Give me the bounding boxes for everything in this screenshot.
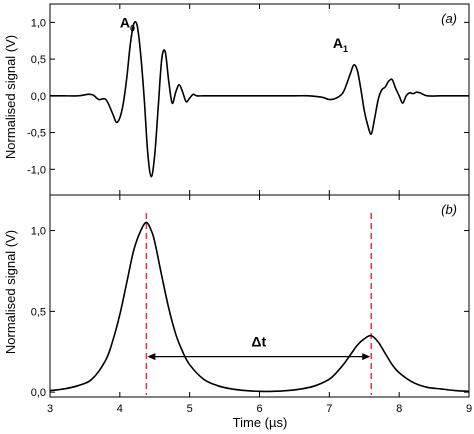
ylabel-a: Normalised signal (V) [3,35,18,159]
panel-a: 1,0 0,5 0,0 -0,5 -1,0 (a) A0 A1 [27,3,470,196]
peak-annotation: A1 [333,35,348,54]
delta-arrowhead-left [147,353,156,361]
xtick-label: 5 [187,403,193,415]
ylabel-b: Normalised signal (V) [3,230,18,354]
xtick-label: 7 [326,403,332,415]
peak-annotation-sub: 1 [343,44,348,54]
ytick-label-a: -0,5 [27,128,46,140]
peak-annotation: A0 [120,15,135,34]
signal-line-b [49,221,470,393]
xtick-label: 9 [466,403,472,415]
ytick-label-b: 0,5 [31,306,46,318]
delta-label: Δt [251,334,266,350]
xtick-label: 6 [256,403,262,415]
ytick-label-b: 0,0 [31,387,46,399]
ytick-label-a: 0,0 [31,91,46,103]
peak-annotation-sub: 0 [130,24,135,34]
panel-label-a: (a) [441,11,457,26]
plot-frame-b [49,194,470,398]
xtick-label: 4 [117,403,123,415]
xlabel: Time (µs) [233,415,288,430]
ytick-label-a: 1,0 [31,17,46,29]
delta-arrowhead-right [362,353,371,361]
ytick-label-b: 1,0 [31,226,46,238]
signal-line-a [50,20,469,178]
plot-frame-a [49,3,470,196]
xtick-label: 8 [396,403,402,415]
ytick-label-a: -1,0 [27,164,46,176]
panel-label-b: (b) [441,202,457,217]
panel-b: 1,0 0,5 0,03 4 5 6 7 8 9 Δt (b) [31,194,472,415]
xtick-label: 3 [47,403,53,415]
ytick-label-a: 0,5 [31,54,46,66]
